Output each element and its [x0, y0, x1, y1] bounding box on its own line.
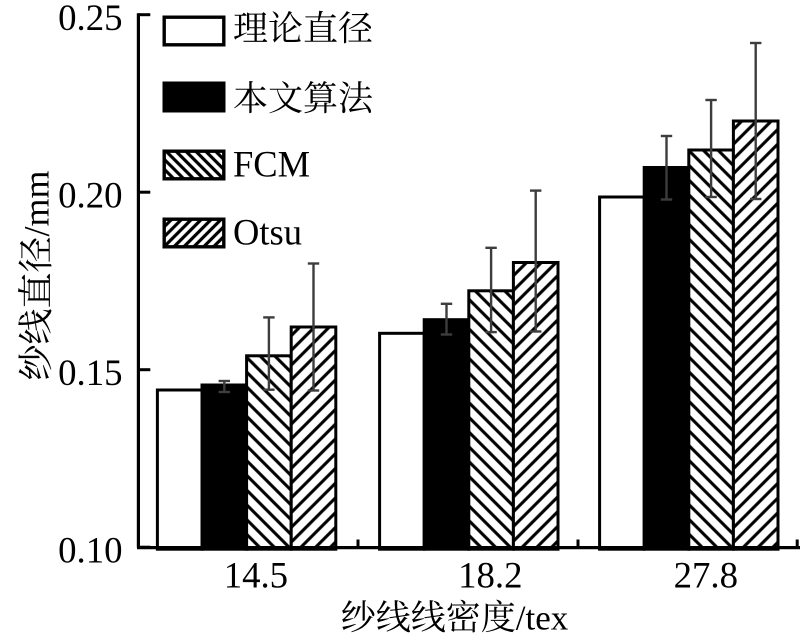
svg-text:/mm: /mm [17, 170, 57, 236]
svg-text:18.2: 18.2 [458, 555, 522, 596]
svg-text:0.15: 0.15 [58, 352, 122, 393]
svg-text:0.20: 0.20 [58, 174, 122, 215]
svg-text:Otsu: Otsu [233, 211, 302, 252]
svg-text:27.8: 27.8 [674, 555, 738, 596]
svg-text:0.10: 0.10 [58, 529, 122, 570]
svg-text:FCM: FCM [233, 143, 310, 184]
svg-text:14.5: 14.5 [224, 555, 288, 596]
svg-text:0.25: 0.25 [58, 0, 122, 38]
svg-text:/tex: /tex [516, 598, 569, 637]
